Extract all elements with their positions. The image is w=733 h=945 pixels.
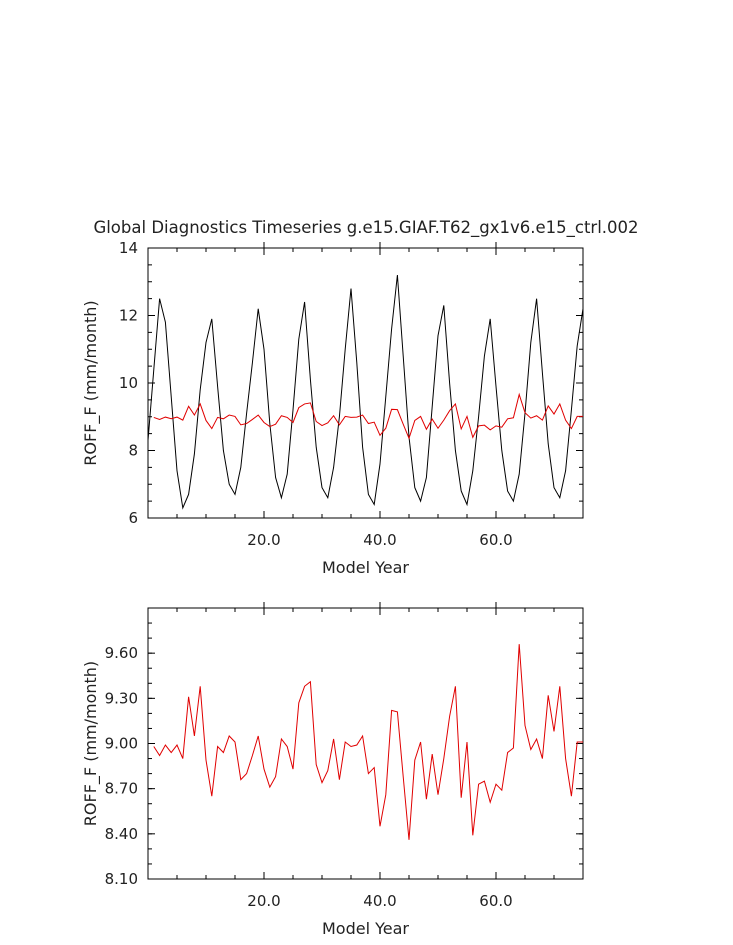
y-tick-label: 12 [119,307,138,325]
bottom-plot: 20.0 40.0 60.0 8.10 8.40 8.70 9.00 9.30 9.60 Mode… [81,602,584,938]
y-tick-label: 8.40 [105,825,138,843]
y-tick-label: 9.60 [105,644,138,662]
x-tick-label: 20.0 [247,892,280,910]
y-tick-label: 9.30 [105,689,138,707]
x-tick-label: 60.0 [479,892,512,910]
plot-frame [147,247,584,519]
y-tick-label: 10 [119,374,138,392]
y-axis-label: ROFF_F (mm/month) [81,661,101,826]
y-tick-label: 14 [119,239,138,257]
series-line-0 [153,644,583,840]
y-axis-label: ROFF_F (mm/month) [81,300,101,465]
series-line-0 [148,274,583,510]
x-tick-label: 40.0 [363,531,396,549]
x-tick-label: 60.0 [479,531,512,549]
x-axis-label: Model Year [322,919,409,938]
y-tick-label: 9.00 [105,735,138,753]
series-line-1 [153,392,583,440]
y-tick-label: 8.70 [105,780,138,798]
x-tick-label: 40.0 [363,892,396,910]
top-plot: 20.0 40.0 60.0 6 8 10 12 14 Model Year ROFF_F (mm… [81,239,584,577]
y-tick-label: 8.10 [105,870,138,888]
x-tick-label: 20.0 [247,531,280,549]
y-tick-label: 6 [128,509,138,527]
chart-title: Global Diagnostics Timeseries g.e15.GIAF… [93,218,638,238]
y-tick-label: 8 [128,442,138,460]
plot-frame [147,607,584,880]
x-axis-label: Model Year [322,558,409,577]
